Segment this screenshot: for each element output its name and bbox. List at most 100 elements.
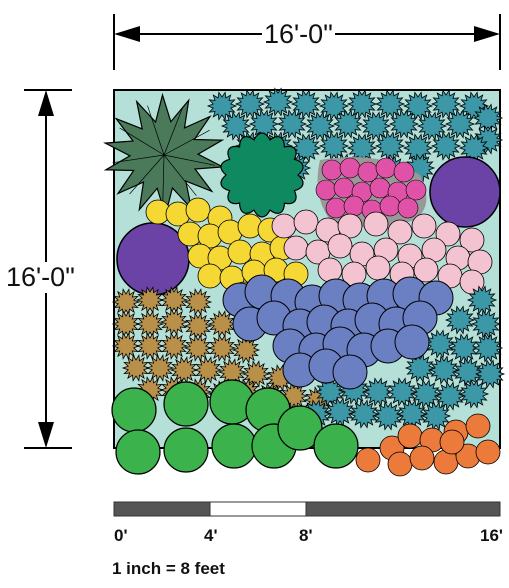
gold-plant (207, 334, 237, 362)
scale-label-4: 4' (204, 526, 218, 545)
green-shrub (277, 405, 323, 451)
teal-plant (386, 377, 418, 407)
green-shrub (313, 423, 359, 469)
arrow-left (114, 26, 140, 42)
gold-plant (135, 286, 165, 314)
scale-note: 1 inch = 8 feet (112, 559, 225, 578)
star-plant-vein (163, 129, 210, 156)
teal-plant (472, 333, 504, 363)
green-shrub (211, 423, 257, 469)
yellow-plant (185, 197, 211, 223)
teal-plant (362, 377, 394, 407)
orange-plant (355, 447, 381, 473)
magenta-plant (393, 161, 415, 183)
magenta-plant (339, 157, 361, 179)
teal-plant (324, 397, 356, 427)
yellow-plant (197, 263, 223, 289)
pink-plant (271, 213, 297, 239)
gold-plant (111, 310, 141, 338)
teal-plant (262, 87, 294, 117)
teal-plant (404, 353, 436, 383)
magenta-plant (405, 179, 427, 201)
gold-plant (159, 308, 189, 336)
gold-plant (135, 332, 165, 360)
green-shrub (163, 427, 209, 473)
pink-plant (411, 213, 437, 239)
pink-plant (363, 211, 389, 237)
teal-plant (466, 285, 498, 315)
teal-plant (248, 109, 280, 139)
orange-plant (397, 423, 423, 449)
gold-plant (183, 334, 213, 362)
teal-plant (472, 103, 504, 133)
gold-plant (193, 356, 223, 384)
arrow-down (38, 422, 54, 448)
gold-plant (159, 286, 189, 314)
blue-plant (394, 324, 430, 360)
teal-plant (444, 305, 476, 335)
magenta-plant (333, 177, 355, 199)
purple-shrub (429, 156, 501, 228)
orange-plant (465, 413, 491, 439)
green-shrub (115, 429, 161, 475)
teal-plant (374, 131, 406, 161)
pink-plant (413, 257, 439, 283)
magenta-plant (321, 159, 343, 181)
star-plant-vein (147, 105, 165, 156)
teal-plant (276, 109, 308, 139)
star-plant-vein (112, 154, 165, 164)
teal-plant (430, 131, 462, 161)
blue-plant (332, 354, 368, 390)
teal-plant (458, 379, 490, 409)
gold-plant (241, 360, 271, 388)
gold-plant (135, 310, 165, 338)
teal-plant (346, 133, 378, 163)
magenta-plant (325, 197, 347, 219)
pink-plant (317, 257, 343, 283)
gold-plant (111, 288, 141, 316)
scale-bar (113, 501, 501, 517)
orange-plant (439, 429, 465, 455)
pink-plant (293, 209, 319, 235)
star-plant-vein (162, 154, 165, 208)
gold-plant (169, 356, 199, 384)
magenta-plant (369, 177, 391, 199)
teal-plant (372, 401, 404, 431)
teal-plant (318, 131, 350, 161)
teal-plant (448, 333, 480, 363)
orange-plant (387, 451, 413, 477)
teal-plant (420, 401, 452, 431)
gold-plant (145, 354, 175, 382)
teal-plant (444, 109, 476, 139)
green-shrub (163, 381, 209, 427)
teal-plant (474, 359, 506, 389)
magenta-plant (315, 179, 337, 201)
teal-plant (470, 309, 502, 339)
star-plant-vein (163, 154, 197, 196)
teal-plant (290, 89, 322, 119)
teal-plant (434, 381, 466, 411)
star-plant-vein (163, 154, 216, 166)
scale-bar-segment-white (209, 501, 307, 517)
magenta-plant (379, 195, 401, 217)
pink-plant (387, 219, 413, 245)
teal-plant (332, 109, 364, 139)
pink-plant (459, 227, 485, 253)
gold-plant (183, 312, 213, 340)
arrow-right (474, 26, 500, 42)
magenta-plant (397, 197, 419, 219)
orange-plant (475, 439, 501, 465)
star-plant-vein (119, 127, 165, 156)
gold-plant (121, 354, 151, 382)
gold-plant (207, 310, 237, 338)
scale-label-0: 0' (114, 526, 128, 545)
plantings (103, 87, 506, 477)
arrow-up (38, 90, 54, 116)
yellow-plant (227, 239, 253, 265)
scale-label-8: 8' (299, 526, 313, 545)
star-plant-vein (163, 106, 184, 156)
pink-plant (283, 235, 309, 261)
teal-plant (388, 109, 420, 139)
scale-label-16: 16' (480, 526, 503, 545)
